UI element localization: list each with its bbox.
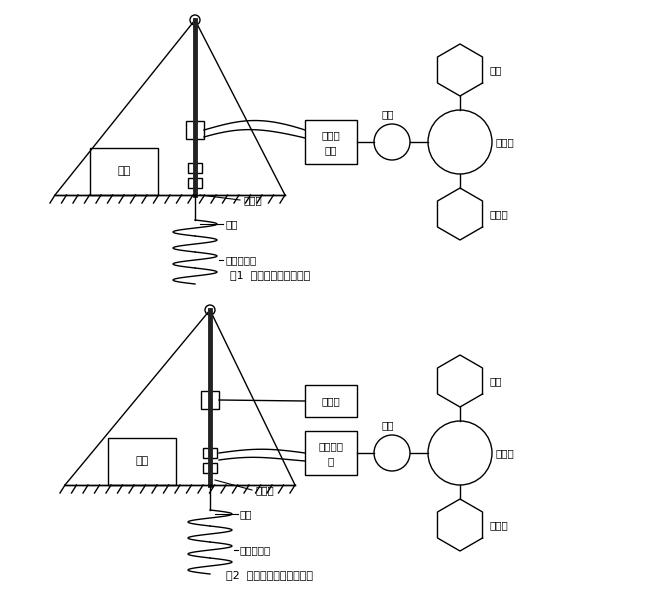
Text: 喷头: 喷头 <box>225 219 237 229</box>
Text: 水箱: 水箱 <box>490 65 502 75</box>
Bar <box>305 120 357 164</box>
Text: 水箱: 水箱 <box>490 376 502 386</box>
Text: 水泥仓: 水泥仓 <box>490 209 509 219</box>
Text: 空压机: 空压机 <box>322 396 340 406</box>
Text: 浆泵: 浆泵 <box>325 145 337 155</box>
Text: 浆桶: 浆桶 <box>382 109 394 119</box>
Text: 喷头: 喷头 <box>240 509 252 519</box>
Text: 钻机: 钻机 <box>135 457 148 466</box>
Text: 搅拌机: 搅拌机 <box>496 448 515 458</box>
Text: 水泥仓: 水泥仓 <box>490 520 509 530</box>
Bar <box>305 431 357 475</box>
Text: 注浆管: 注浆管 <box>255 485 274 495</box>
Bar <box>90 148 158 195</box>
Text: 高压泥: 高压泥 <box>322 130 340 140</box>
Text: 旋喷固结体: 旋喷固结体 <box>240 545 271 555</box>
Text: 泵: 泵 <box>328 456 334 466</box>
Bar <box>108 438 176 485</box>
Bar <box>188 163 202 173</box>
Bar <box>186 121 204 139</box>
Bar <box>305 385 357 417</box>
Text: 钻机: 钻机 <box>117 166 131 177</box>
Text: 图2  二重管旋喷注浆示意图: 图2 二重管旋喷注浆示意图 <box>226 570 313 580</box>
Bar <box>188 178 202 188</box>
Text: 搅拌机: 搅拌机 <box>496 137 515 147</box>
Bar <box>203 463 217 473</box>
Text: 旋喷固结体: 旋喷固结体 <box>225 255 256 265</box>
Bar <box>201 391 219 409</box>
Text: 注浆管: 注浆管 <box>243 195 262 205</box>
Text: 高压泥浆: 高压泥浆 <box>318 441 343 451</box>
Text: 图1  单管旋喷注浆示意图: 图1 单管旋喷注浆示意图 <box>230 270 310 280</box>
Text: 浆桶: 浆桶 <box>382 420 394 430</box>
Bar <box>203 448 217 458</box>
